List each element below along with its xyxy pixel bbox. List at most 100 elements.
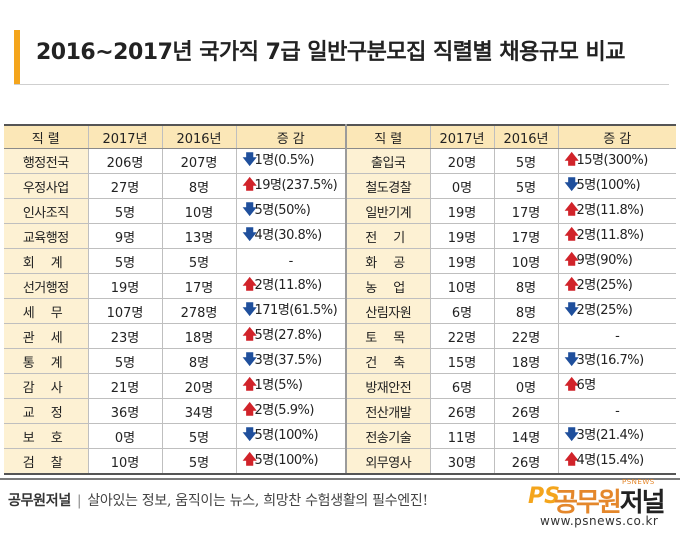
arrow-down-icon: 🡇 (564, 427, 579, 443)
left-change-value: 5명(50%) (254, 203, 311, 218)
right-count-2016: 8명 (494, 298, 559, 324)
header-left-2016: 2016년 (162, 124, 237, 149)
table-row: 보 호 0명 5명 🡇5명(100%) 전송기술 11명 14명 🡇3명(21.4%) (4, 423, 676, 449)
table-header-row: 직 렬 2017년 2016년 증 감 직 렬 2017년 2016년 증 감 (4, 124, 676, 149)
right-change-cell: 🡇3명(16.7%) (558, 348, 676, 374)
right-job-name: 건 축 (346, 348, 431, 374)
right-change-cell: 🡅9명(90%) (558, 248, 676, 274)
table-row: 우정사업 27명 8명 🡅19명(237.5%) 철도경찰 0명 5명 🡇5명(100%) (4, 173, 676, 199)
left-count-2017: 5명 (88, 348, 163, 374)
page-title: 2016~2017년 국가직 7급 일반구분모집 직렬별 채용규모 비교 (36, 40, 625, 65)
left-count-2017: 9명 (88, 223, 163, 249)
left-count-2016: 8명 (162, 173, 237, 199)
right-count-2016: 14명 (494, 423, 559, 449)
left-count-2017: 21명 (88, 373, 163, 399)
right-count-2017: 20명 (430, 148, 495, 174)
left-job-name: 우정사업 (4, 173, 89, 199)
left-change-value: - (288, 253, 294, 269)
logo-ps-mark: PS (528, 484, 560, 509)
left-change-value: 3명(37.5%) (254, 353, 323, 368)
left-count-2016: 5명 (162, 248, 237, 274)
left-change-cell: 🡇5명(50%) (236, 198, 347, 224)
left-count-2017: 10명 (88, 448, 163, 475)
header-left-change: 증 감 (236, 124, 347, 149)
header-right-2017: 2017년 (430, 124, 495, 149)
right-change-value: - (615, 328, 620, 344)
arrow-up-icon: 🡅 (242, 177, 257, 193)
right-count-2016: 0명 (494, 373, 559, 399)
left-count-2016: 278명 (162, 298, 237, 324)
table-row: 회 계 5명 5명 - 화 공 19명 10명 🡅9명(90%) (4, 248, 676, 274)
footer-divider (0, 478, 680, 480)
right-change-cell: 🡅2명(11.8%) (558, 198, 676, 224)
left-count-2016: 5명 (162, 423, 237, 449)
right-change-value: 15명(300%) (576, 153, 649, 168)
right-change-value: 4명(15.4%) (576, 453, 645, 468)
right-change-value: 2명(25%) (576, 278, 633, 293)
arrow-down-icon: 🡇 (242, 427, 257, 443)
logo-name-b: 저널 (619, 488, 666, 518)
left-change-value: 4명(30.8%) (254, 228, 323, 243)
footer-slogan: 살아있는 정보, 움직이는 뉴스, 희망찬 수험생활의 필수엔진! (87, 493, 428, 509)
psnews-logo: PS 공무원저널 PSNEWS (528, 478, 676, 518)
left-count-2017: 27명 (88, 173, 163, 199)
arrow-up-icon: 🡅 (564, 277, 579, 293)
left-count-2017: 0명 (88, 423, 163, 449)
left-change-cell: 🡅5명(27.8%) (236, 323, 347, 349)
table-row: 감 사 21명 20명 🡅1명(5%) 방재안전 6명 0명 🡅6명 (4, 373, 676, 399)
header-left-2017: 2017년 (88, 124, 163, 149)
left-count-2017: 19명 (88, 273, 163, 299)
recruitment-table: 직 렬 2017년 2016년 증 감 직 렬 2017년 2016년 증 감 … (4, 124, 676, 475)
left-job-name: 인사조직 (4, 198, 89, 224)
left-count-2017: 107명 (88, 298, 163, 324)
arrow-up-icon: 🡅 (564, 452, 579, 468)
right-count-2017: 30명 (430, 448, 495, 475)
right-change-cell: 🡇2명(25%) (558, 298, 676, 324)
left-change-value: 19명(237.5%) (254, 178, 338, 193)
right-count-2016: 10명 (494, 248, 559, 274)
right-change-cell: - (558, 398, 676, 424)
right-count-2016: 5명 (494, 148, 559, 174)
right-job-name: 농 업 (346, 273, 431, 299)
right-change-value: 6명 (576, 378, 597, 393)
table-row: 세 무 107명 278명 🡇171명(61.5%) 산림자원 6명 8명 🡇2명(25%) (4, 298, 676, 324)
right-change-value: 5명(100%) (576, 178, 641, 193)
left-change-value: 171명(61.5%) (254, 303, 338, 318)
left-job-name: 검 찰 (4, 448, 89, 475)
header-right-name: 직 렬 (346, 124, 431, 149)
footer-brand: 공무원저널 (8, 493, 71, 509)
right-count-2016: 8명 (494, 273, 559, 299)
title-divider (14, 84, 669, 85)
left-count-2016: 207명 (162, 148, 237, 174)
left-change-value: 5명(100%) (254, 453, 319, 468)
left-change-value: 2명(11.8%) (254, 278, 323, 293)
left-change-value: 5명(100%) (254, 428, 319, 443)
table-row: 관 세 23명 18명 🡅5명(27.8%) 토 목 22명 22명 - (4, 323, 676, 349)
right-change-cell: 🡅15명(300%) (558, 148, 676, 174)
left-count-2016: 5명 (162, 448, 237, 475)
right-count-2017: 19명 (430, 198, 495, 224)
right-count-2017: 6명 (430, 373, 495, 399)
left-change-value: 5명(27.8%) (254, 328, 323, 343)
right-change-value: 2명(25%) (576, 303, 633, 318)
left-job-name: 감 사 (4, 373, 89, 399)
right-count-2017: 19명 (430, 223, 495, 249)
right-count-2017: 11명 (430, 423, 495, 449)
right-count-2016: 18명 (494, 348, 559, 374)
left-count-2016: 17명 (162, 273, 237, 299)
right-count-2017: 26명 (430, 398, 495, 424)
right-count-2016: 22명 (494, 323, 559, 349)
right-change-cell: 🡇3명(21.4%) (558, 423, 676, 449)
left-job-name: 관 세 (4, 323, 89, 349)
left-job-name: 교육행정 (4, 223, 89, 249)
arrow-up-icon: 🡅 (564, 227, 579, 243)
left-job-name: 세 무 (4, 298, 89, 324)
right-count-2017: 6명 (430, 298, 495, 324)
left-job-name: 통 계 (4, 348, 89, 374)
left-change-cell: 🡅19명(237.5%) (236, 173, 347, 199)
right-count-2017: 0명 (430, 173, 495, 199)
table-row: 행정전국 206명 207명 🡇1명(0.5%) 출입국 20명 5명 🡅15명(300%) (4, 148, 676, 174)
left-change-cell: 🡇1명(0.5%) (236, 148, 347, 174)
left-count-2017: 5명 (88, 198, 163, 224)
right-job-name: 토 목 (346, 323, 431, 349)
